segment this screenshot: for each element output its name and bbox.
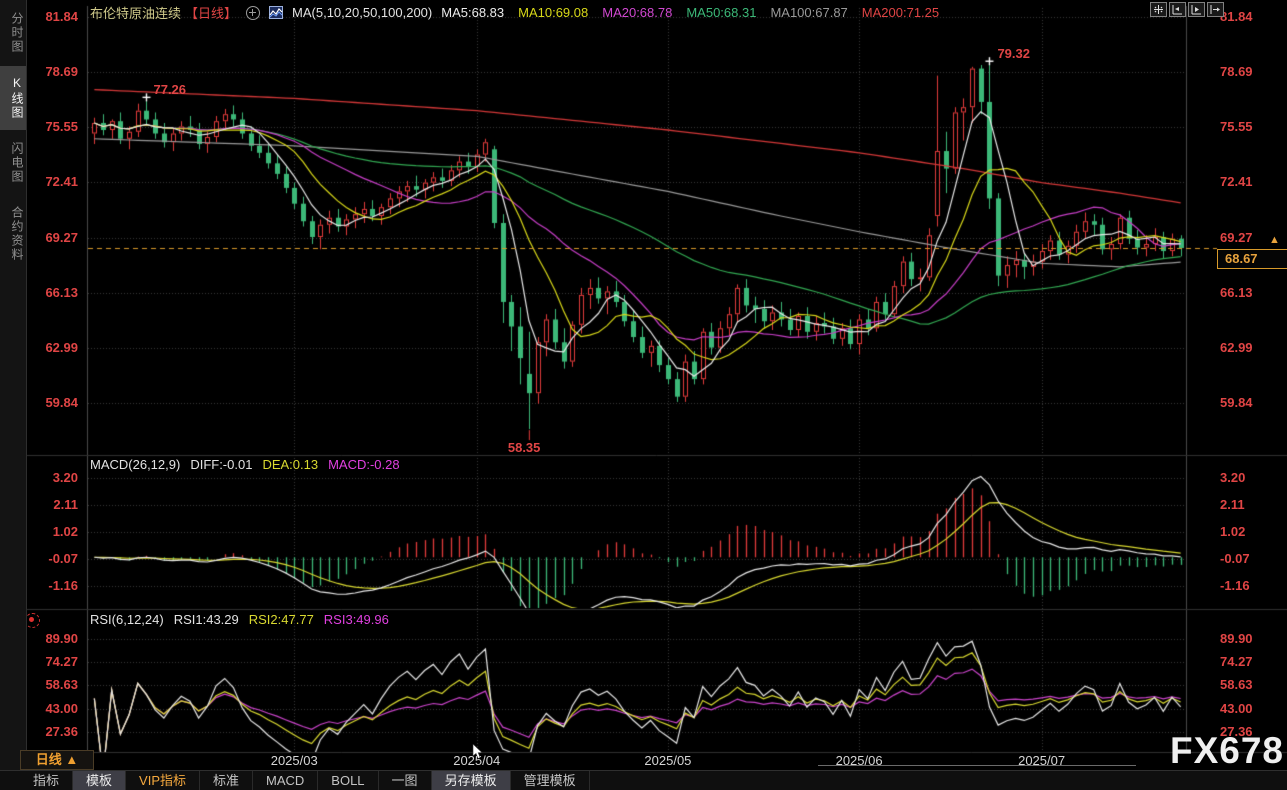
rsi-axis-right-label: 27.36 [1220, 724, 1253, 740]
x-axis-label: 2025/07 [1018, 753, 1066, 768]
compress-left-icon[interactable] [1169, 2, 1186, 17]
shift-data-icon[interactable] [1207, 2, 1224, 17]
mouse-cursor [472, 743, 484, 765]
price-axis-left-label: 72.41 [45, 174, 78, 190]
ma-value-2: MA20:68.78 [602, 5, 673, 20]
sidebar-item-tab[interactable]: 合约资料 [10, 206, 24, 262]
toolbar-tab[interactable]: 管理模板 [511, 771, 590, 790]
rsi3-value: RSI3:49.96 [323, 612, 389, 627]
price-axis-right-label: 75.55 [1220, 119, 1253, 135]
sidebar-item-tab[interactable]: 闪电图 [10, 142, 24, 184]
ma-value-5: MA200:71.25 [861, 5, 940, 20]
price-axis-left-label: 81.84 [45, 9, 78, 24]
toolbar-tab[interactable]: 一图 [379, 771, 432, 790]
period-tag: 【日线】 [185, 6, 238, 21]
watermark: FX678 [1169, 730, 1284, 771]
macd-axis-left-label: 1.02 [52, 524, 78, 539]
bottom-toolbar: 指标 模板 VIP指标 标准 MACD BOLL 一图 另存模板 管理模板 [0, 770, 1287, 790]
rsi-title: RSI(6,12,24) [90, 612, 164, 627]
price-axis-right-label: 78.69 [1220, 64, 1253, 80]
toolbar-tab[interactable]: VIP指标 [126, 771, 200, 790]
toolbar-tab[interactable]: 标准 [200, 771, 254, 790]
rsi-axis-left-label: 74.27 [45, 653, 78, 669]
price-axis-left-label: 75.55 [45, 119, 78, 135]
macd-macd-value: MACD:-0.28 [328, 457, 400, 472]
rsi1-value: RSI1:43.29 [173, 612, 239, 627]
price-axis-right-label: 81.84 [1220, 9, 1253, 24]
rsi-axis-left-label: 89.90 [45, 630, 78, 646]
ma-values: MA5:68.83 MA10:69.08 MA20:68.78 MA50:68.31 M… [441, 5, 939, 20]
symbol-name: 布伦特原油连续 [90, 6, 182, 21]
period-selector[interactable]: 日线 ▲ [20, 750, 94, 770]
price-axis-right-label: 62.99 [1220, 339, 1253, 355]
rsi-header: RSI(6,12,24) RSI1:43.29 RSI2:47.77 RSI3:… [90, 612, 389, 627]
toolbar-tab[interactable]: 另存模板 [431, 771, 511, 790]
macd-axis-right-label: -1.16 [1220, 578, 1250, 593]
last-price-box: 68.67 [1217, 249, 1287, 269]
macd-diff-value: DIFF:-0.01 [190, 457, 253, 472]
sidebar-item-tab[interactable]: 分时图 [10, 12, 24, 54]
rsi2-value: RSI2:47.77 [248, 612, 314, 627]
alert-icon[interactable] [25, 613, 40, 628]
macd-axis-left-label: -0.07 [48, 551, 78, 566]
ma-value-4: MA100:67.87 [770, 5, 848, 20]
price-axis-right-label: 66.13 [1220, 284, 1253, 300]
toolbar-tab[interactable]: BOLL [318, 771, 379, 790]
rsi-axis-left-label: 58.63 [45, 677, 78, 693]
annotation-low-58: 58.35 [507, 440, 541, 456]
price-axis-left-label: 69.27 [45, 229, 78, 245]
sidebar: 分时图 K线图闪电图合约资料 [0, 0, 27, 770]
macd-header: MACD(26,12,9) DIFF:-0.01 DEA:0.13 MACD:-… [90, 457, 400, 472]
rsi-axis-right-label: 43.00 [1220, 700, 1253, 716]
sidebar-item-kline-active[interactable]: K线图 [0, 66, 26, 130]
rsi-axis-left-label: 43.00 [45, 700, 78, 716]
last-price-arrow-icon: ▲ [1269, 234, 1280, 246]
rsi-axis-right-label: 89.90 [1220, 630, 1253, 646]
price-axis-right-label: 72.41 [1220, 174, 1253, 190]
ma-params: MA(5,10,20,50,100,200) [292, 5, 433, 20]
annotation-high-79: 79.32 [997, 46, 1030, 62]
price-axis-left-label: 62.99 [45, 339, 78, 355]
macd-dea-value: DEA:0.13 [262, 457, 319, 472]
x-axis-label: 2025/03 [270, 753, 318, 768]
macd-axis-left-label: -1.16 [48, 578, 78, 593]
rsi-axis-right-label: 74.27 [1220, 653, 1253, 669]
toolbar-tab[interactable]: 指标 [20, 771, 74, 790]
price-axis-right-label: 59.84 [1220, 395, 1253, 410]
macd-axis-right-label: 1.02 [1220, 524, 1246, 539]
price-axis-right-label: 69.27 [1220, 229, 1253, 245]
x-axis-label: 2025/06 [835, 753, 883, 768]
x-axis-label: 2025/04 [453, 753, 501, 768]
compress-right-icon[interactable] [1188, 2, 1205, 17]
rsi-axis-right-label: 58.63 [1220, 677, 1253, 693]
price-axis-left-label: 59.84 [45, 395, 78, 410]
ma-value-1: MA10:69.08 [518, 5, 589, 20]
move-chart-icon[interactable] [1150, 2, 1167, 17]
price-axis-left-label: 78.69 [45, 64, 78, 80]
annotation-high-77: 77.26 [153, 82, 187, 98]
window-controls [1150, 2, 1224, 17]
chart-style-icon[interactable] [269, 6, 284, 19]
x-axis-label: 2025/05 [644, 753, 692, 768]
macd-axis-left-label: 3.20 [52, 470, 78, 485]
rsi-axis-left-label: 27.36 [45, 724, 78, 740]
macd-axis-right-label: 2.11 [1220, 497, 1245, 512]
macd-axis-right-label: -0.07 [1220, 551, 1250, 566]
ma-value-3: MA50:68.31 [686, 5, 757, 20]
chart-header: 布伦特原油连续 【日线】 MA(5,10,20,50,100,200) MA5:… [90, 4, 939, 21]
macd-axis-right-label: 3.20 [1220, 470, 1246, 485]
macd-axis-left-label: 2.11 [53, 497, 78, 512]
add-indicator-icon[interactable] [246, 5, 261, 20]
macd-title: MACD(26,12,9) [90, 457, 181, 472]
ma-value-0: MA5:68.83 [441, 5, 505, 20]
toolbar-tab[interactable]: MACD [253, 771, 319, 790]
price-axis-left-label: 66.13 [45, 284, 78, 300]
toolbar-tab[interactable]: 模板 [73, 771, 127, 790]
scrollbar[interactable] [818, 765, 1136, 766]
